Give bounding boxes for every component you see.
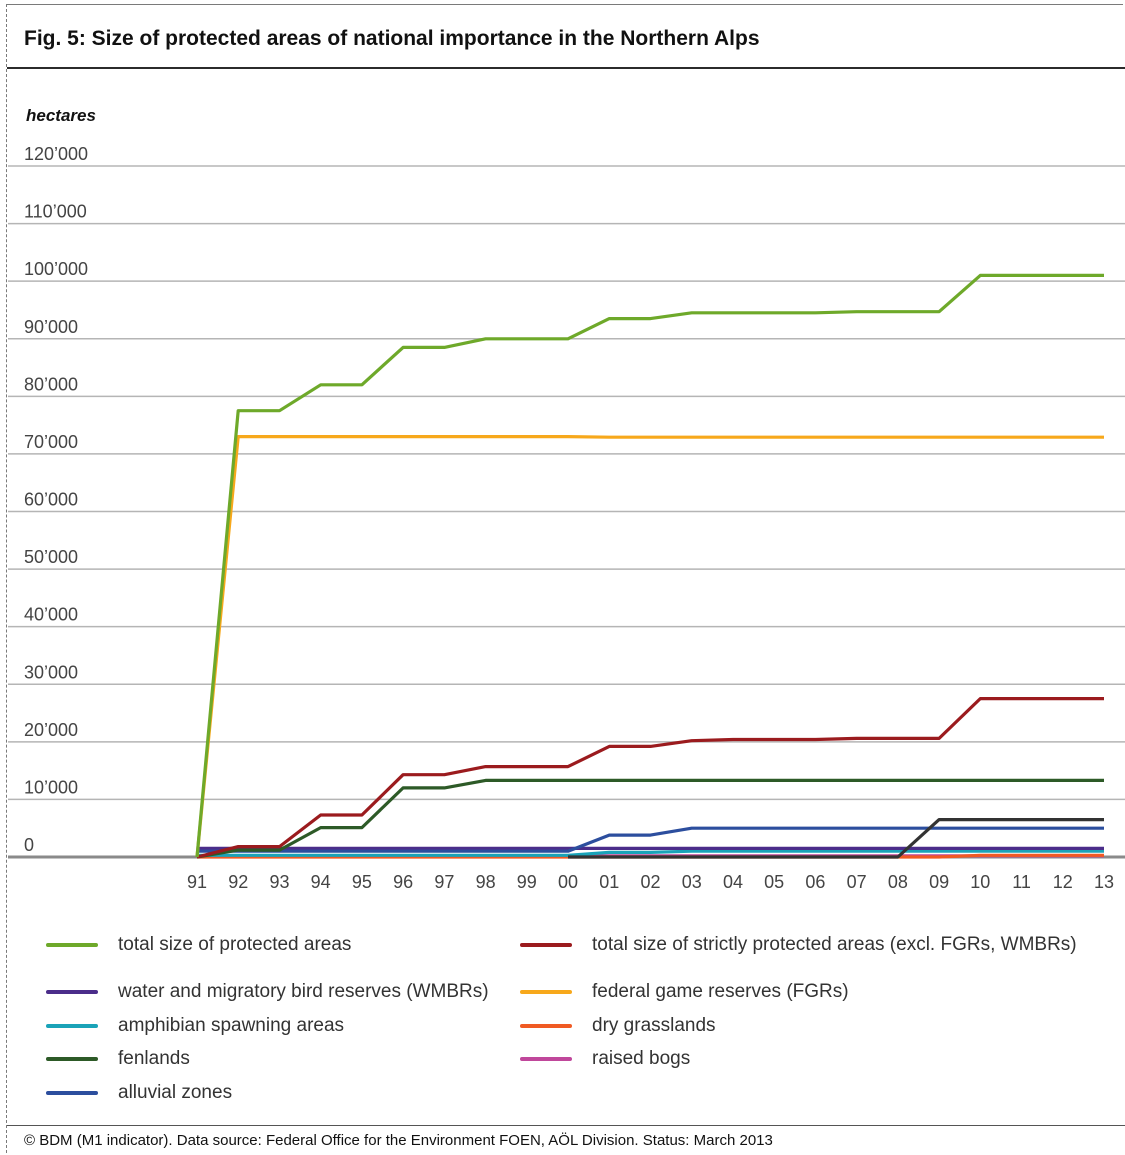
y-tick-label: 120’000: [24, 144, 88, 164]
x-tick-label: 98: [476, 872, 496, 892]
legend-item: amphibian spawning areas: [46, 1011, 344, 1041]
figure-frame: [6, 4, 1123, 1153]
y-tick-label: 100’000: [24, 259, 88, 279]
y-tick-label: 30’000: [24, 662, 78, 682]
x-tick-label: 05: [764, 872, 784, 892]
x-tick-label: 95: [352, 872, 372, 892]
legend-label: total size of protected areas: [118, 934, 352, 955]
x-tick-label: 13: [1094, 872, 1114, 892]
series-line: [197, 849, 1104, 857]
x-tick-label: 10: [970, 872, 990, 892]
legend-swatch: [520, 1024, 572, 1028]
y-tick-label: 90’000: [24, 317, 78, 337]
x-tick-label: 92: [228, 872, 248, 892]
legend-item: raised bogs: [520, 1044, 690, 1074]
x-tick-label: 00: [558, 872, 578, 892]
series-line: [195, 435, 1104, 858]
series-line: [197, 826, 1104, 853]
legend-swatch: [520, 943, 572, 947]
line-chart: 0 10’000 20’000 30’000 40’000 50’000 60’000 70’…: [8, 144, 1125, 892]
legend-item: federal game reserves (FGRs): [520, 977, 849, 1007]
x-tick-labels: 91 92 93 94 95 96 97 98 99 00 01 02 03 04 05 06 07 08 09 10…: [187, 872, 1114, 892]
title-divider: [7, 67, 1125, 69]
y-tick-label: 80’000: [24, 374, 78, 394]
legend-item: water and migratory bird reserves (WMBRs…: [46, 977, 489, 1007]
legend-label: federal game reserves (FGRs): [592, 981, 849, 1002]
legend-item: dry grasslands: [520, 1011, 716, 1041]
y-tick-label: 60’000: [24, 490, 78, 510]
legend-swatch: [46, 943, 98, 947]
x-tick-label: 01: [599, 872, 619, 892]
legend-label: dry grasslands: [592, 1015, 716, 1036]
x-tick-label: 91: [187, 872, 207, 892]
x-tick-label: 07: [847, 872, 867, 892]
series-line: [196, 696, 1104, 859]
legend-swatch: [46, 990, 98, 994]
x-tick-label: 02: [640, 872, 660, 892]
legend-label: water and migratory bird reserves (WMBRs…: [118, 981, 489, 1002]
y-tick-label: 0: [24, 835, 34, 855]
legend-item: fenlands: [46, 1044, 190, 1074]
footer-divider: [7, 1125, 1125, 1126]
x-tick-label: 12: [1053, 872, 1073, 892]
y-tick-label: 20’000: [24, 720, 78, 740]
y-tick-label: 50’000: [24, 547, 78, 567]
legend-label: fenlands: [118, 1048, 190, 1069]
x-tick-label: 96: [393, 872, 413, 892]
y-tick-label: 110’000: [24, 202, 87, 222]
legend: total size of protected areas total size …: [0, 925, 1125, 1105]
x-tick-label: 06: [805, 872, 825, 892]
figure-title: Fig. 5: Size of protected areas of natio…: [24, 27, 760, 50]
legend-label: total size of strictly protected areas (…: [592, 934, 1077, 955]
x-tick-label: 03: [682, 872, 702, 892]
series-lines: [195, 273, 1104, 859]
x-tick-label: 97: [434, 872, 454, 892]
x-tick-label: 08: [888, 872, 908, 892]
legend-label: alluvial zones: [118, 1082, 233, 1103]
legend-item: total size of protected areas: [46, 930, 351, 960]
y-tick-label: 40’000: [24, 605, 78, 625]
legend-label: amphibian spawning areas: [118, 1015, 345, 1036]
legend-item: total size of strictly protected areas (…: [520, 930, 1077, 960]
x-tick-label: 04: [723, 872, 743, 892]
y-axis-label: hectares: [26, 106, 96, 125]
legend-item: alluvial zones: [46, 1078, 232, 1108]
y-tick-labels: 0 10’000 20’000 30’000 40’000 50’000 60’000 70’…: [24, 144, 88, 855]
x-tick-label: 09: [929, 872, 949, 892]
legend-swatch: [46, 1024, 98, 1028]
legend-swatch: [520, 990, 572, 994]
series-line: [568, 817, 1104, 859]
y-tick-label: 10’000: [24, 777, 78, 797]
legend-swatch: [46, 1057, 98, 1061]
legend-swatch: [46, 1091, 98, 1095]
x-tick-label: 93: [269, 872, 289, 892]
series-line: [196, 778, 1104, 859]
figure-footer: © BDM (M1 indicator). Data source: Feder…: [24, 1132, 773, 1149]
x-tick-label: 99: [517, 872, 537, 892]
x-tick-label: 11: [1012, 872, 1031, 892]
gridlines: [8, 165, 1125, 859]
series-line: [195, 273, 1104, 858]
legend-label: raised bogs: [592, 1048, 691, 1069]
legend-swatch: [520, 1057, 572, 1061]
x-tick-label: 94: [311, 872, 331, 892]
y-tick-label: 70’000: [24, 432, 78, 452]
